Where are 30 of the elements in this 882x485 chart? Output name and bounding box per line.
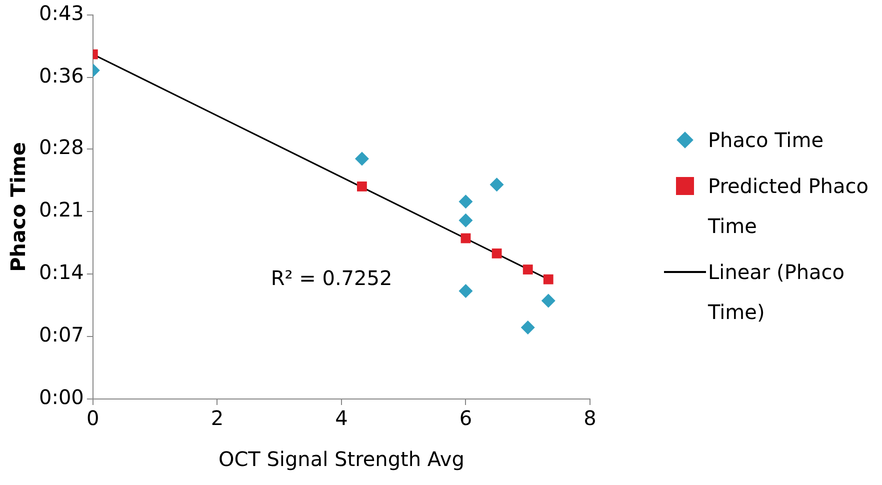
x-tick-label: 0	[86, 406, 100, 430]
point	[460, 233, 471, 244]
point	[543, 274, 554, 284]
legend-label: Linear (Phaco Time)	[708, 259, 846, 326]
x-tick-label: 2	[210, 406, 224, 430]
point	[354, 152, 369, 166]
point	[492, 248, 502, 258]
y-tick-label: 0:28	[38, 135, 84, 160]
point	[357, 182, 367, 192]
y-tick-label: 0:36	[38, 64, 84, 88]
y-tick-label: 0:00	[38, 385, 84, 410]
y-tick-label: 0:43	[38, 1, 84, 26]
legend-label: Phaco Time	[708, 127, 825, 154]
y-tick-label: 0:14	[38, 260, 84, 284]
x-axis-title: OCT Signal Strength Avg	[218, 447, 464, 472]
y-tick-label: 0:07	[38, 322, 84, 347]
annotation: R² = 0.7252	[270, 266, 392, 290]
point	[490, 178, 504, 192]
y-tick-label: 0:21	[38, 198, 84, 222]
point	[458, 194, 473, 209]
legend-label: Predicted Phaco Time	[708, 173, 870, 240]
x-tick-label: 6	[459, 406, 472, 430]
point	[520, 320, 535, 335]
point	[541, 294, 556, 308]
point	[522, 264, 533, 274]
y-axis-title: Phaco Time	[6, 142, 30, 272]
point	[458, 213, 473, 228]
x-tick-label: 8	[584, 406, 596, 430]
point	[458, 284, 473, 298]
x-tick-label: 4	[335, 406, 348, 430]
